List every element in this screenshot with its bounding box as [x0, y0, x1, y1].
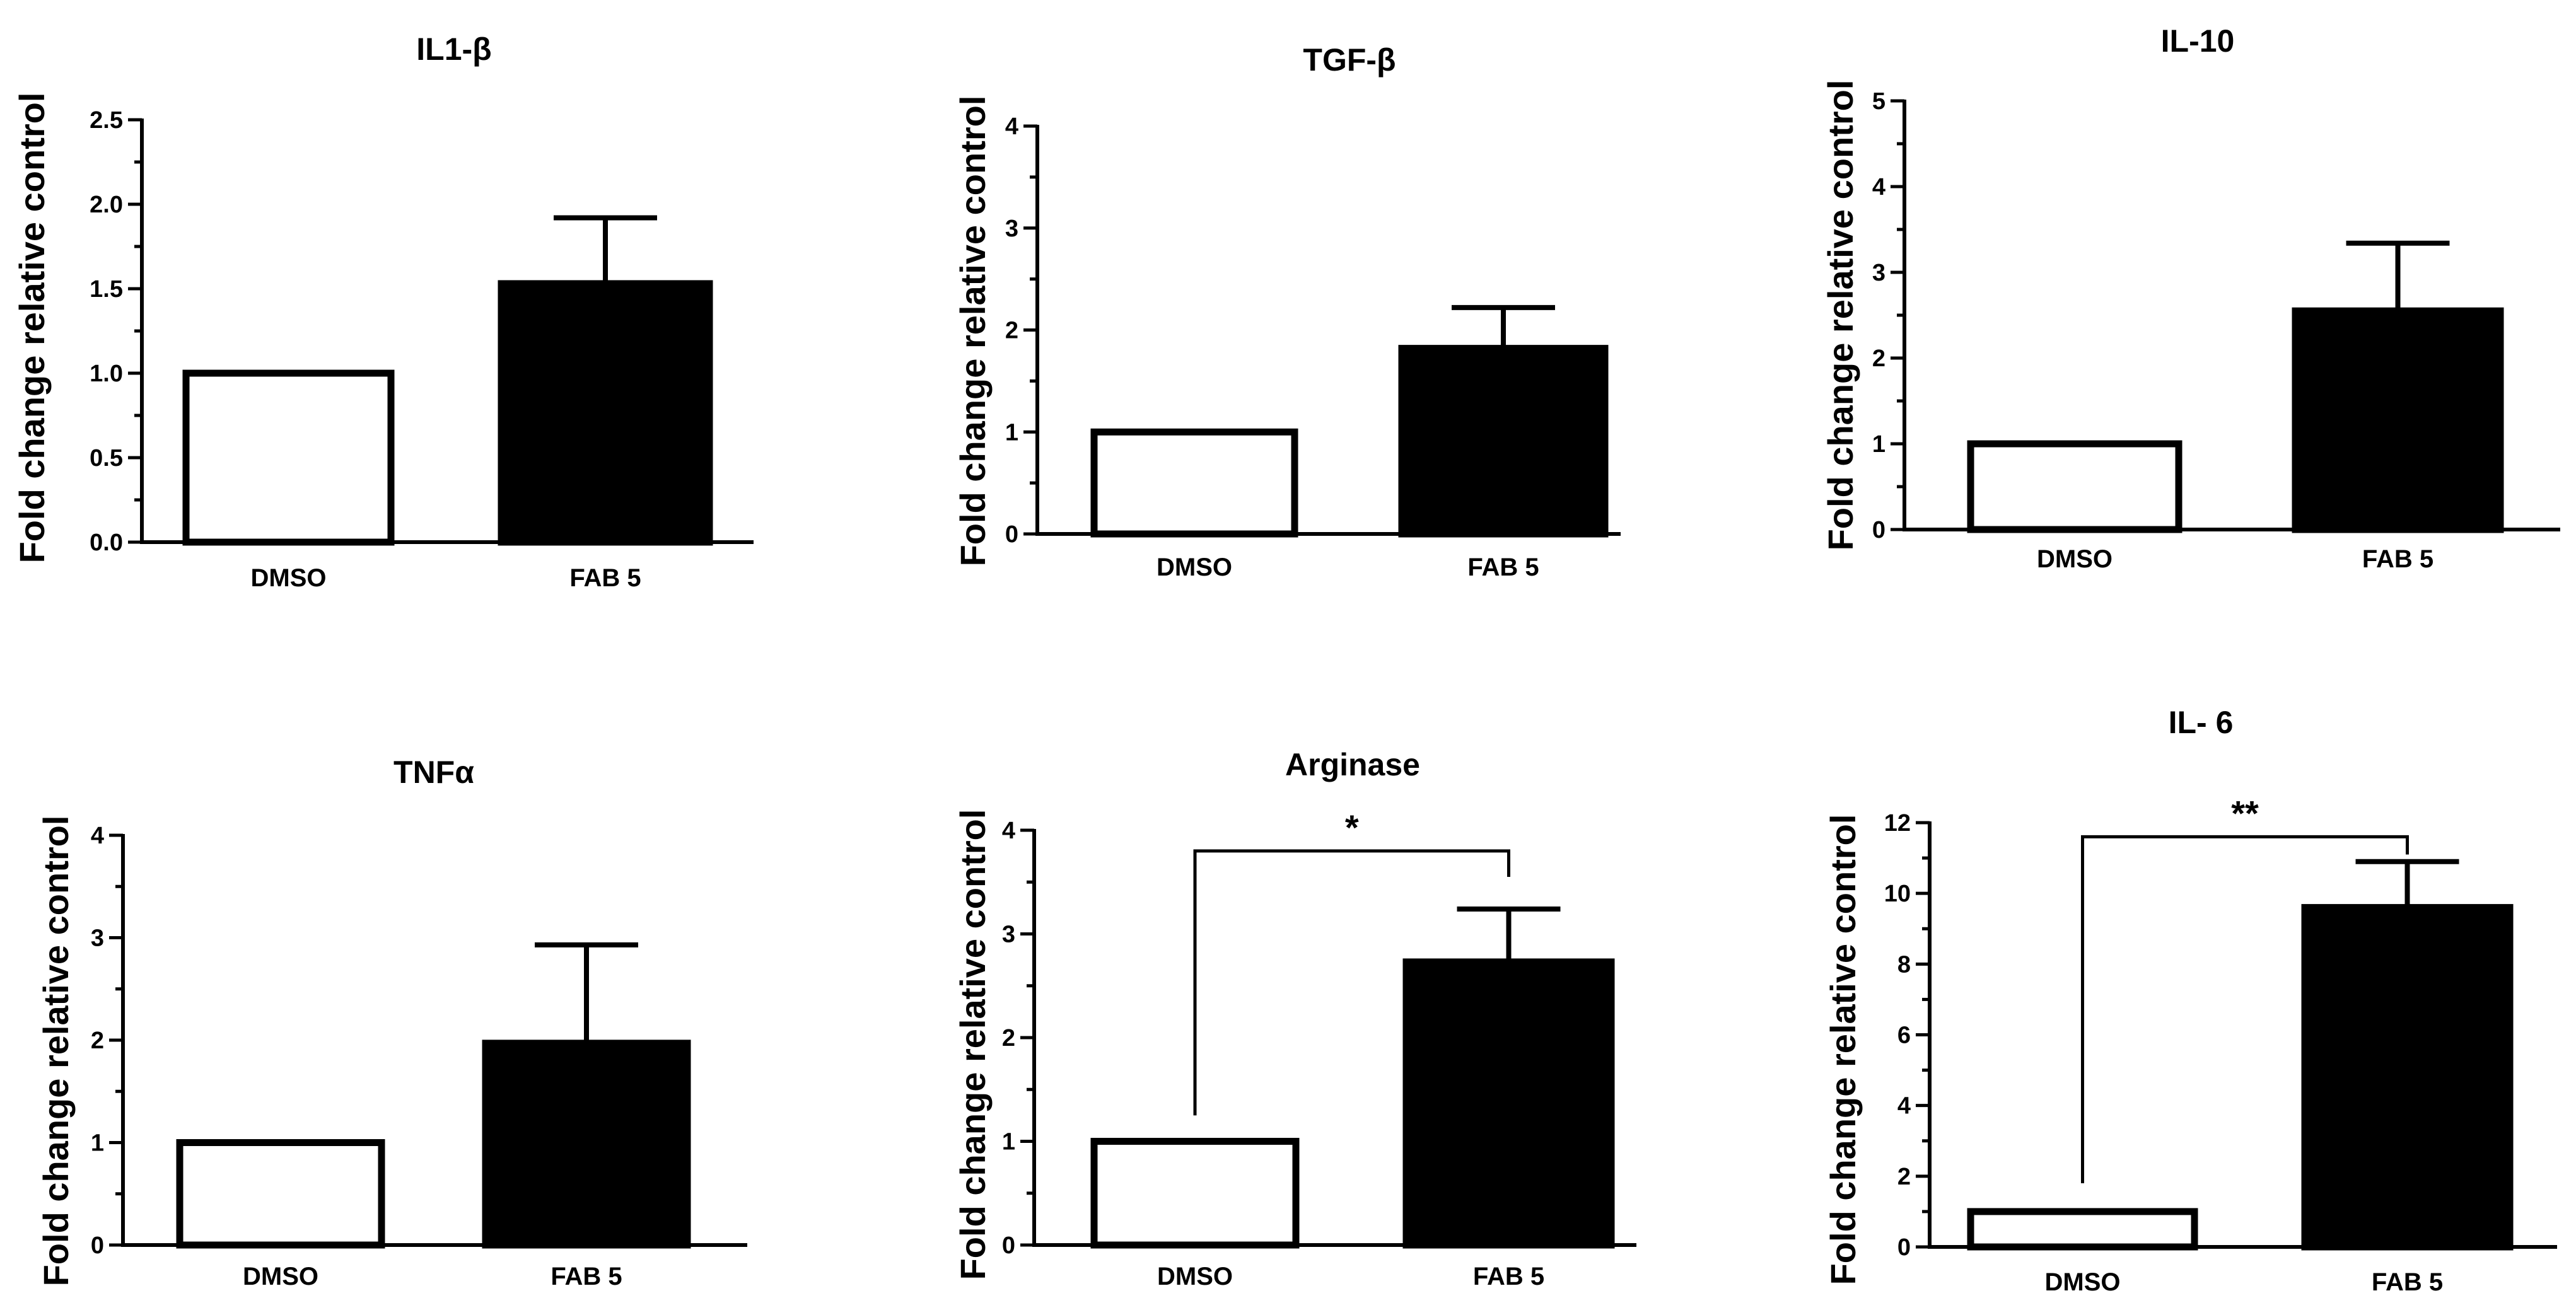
y-tick-label: 2.5 [90, 107, 123, 134]
y-tick-label: 1 [91, 1130, 104, 1157]
y-tick-label: 4 [91, 823, 104, 849]
il1-beta-panel: IL1-β Fold change relative control 0.00.… [12, 32, 754, 592]
plot-area: 0 1 2 3 4 5 DMSO FAB 5 [1872, 88, 2560, 573]
y-tick-label: 1 [1005, 419, 1018, 446]
chart-title: IL- 6 [2169, 705, 2234, 740]
bar-fab-5 [482, 1040, 691, 1249]
y-tick-label: 1.5 [90, 276, 123, 303]
y-tick-label: 0 [91, 1232, 104, 1259]
y-axis-label: Fold change relative control [953, 96, 993, 567]
chart-title: IL1-β [416, 32, 491, 67]
y-tick-label: 0 [1897, 1234, 1911, 1261]
chart-title: TNFα [393, 755, 474, 790]
x-category-label: DMSO [1157, 553, 1232, 581]
bar-fab-5 [2292, 307, 2504, 533]
y-tick-label: 0 [1005, 521, 1018, 548]
significance-label: * [1345, 808, 1359, 847]
chart-title: IL-10 [2161, 23, 2235, 59]
y-axis-label: Fold change relative control [1823, 814, 1863, 1285]
bar-dmso [1090, 428, 1298, 538]
y-tick-label: 0 [1002, 1232, 1015, 1259]
y-axis-label: Fold change relative control [953, 809, 993, 1280]
y-tick-label: 0.5 [90, 445, 123, 472]
bar-fab-5 [498, 280, 713, 546]
x-category-label: FAB 5 [1467, 553, 1539, 581]
y-tick-label: 2 [91, 1028, 104, 1054]
bar-dmso [1090, 1138, 1300, 1249]
y-tick-label: 3 [1872, 260, 1885, 286]
chart-title: Arginase [1285, 747, 1420, 782]
y-tick-label: 0.0 [90, 530, 123, 556]
y-tick-label: 4 [1872, 174, 1885, 200]
y-tick-label: 5 [1872, 88, 1885, 115]
y-tick-label: 3 [1005, 216, 1018, 242]
bar-dmso [1967, 440, 2183, 533]
x-category-label: DMSO [2045, 1268, 2121, 1296]
y-tick-label: 12 [1884, 810, 1911, 837]
bar-dmso [176, 1139, 385, 1249]
y-tick-label: 2 [1872, 345, 1885, 372]
y-axis-label: Fold change relative control [12, 93, 52, 564]
bar-dmso [182, 369, 395, 546]
y-tick-label: 4 [1002, 818, 1015, 844]
plot-area: 0 1 2 3 4 DMSO FAB 5 [91, 823, 747, 1290]
plot-area: 0 2 4 6 8 10 12 DMSO FAB 5 ** [1884, 793, 2557, 1296]
y-tick-label: 0 [1872, 517, 1885, 543]
il6-panel: IL- 6 Fold change relative control 0 2 4 6 8… [1823, 705, 2557, 1296]
y-tick-label: 8 [1897, 951, 1911, 978]
bar-fab-5 [2301, 904, 2514, 1251]
plot-area: 0.0 0.5 1.0 1.5 2.0 2.5 DMSO FAB 5 [90, 107, 754, 592]
bar-fab-5 [1402, 958, 1615, 1249]
bar-dmso [1967, 1208, 2198, 1251]
y-tick-label: 3 [1002, 922, 1015, 948]
plot-area: 0 1 2 3 4 DMSO FAB 5 * [1002, 808, 1636, 1290]
y-tick-label: 1 [1872, 431, 1885, 458]
x-category-label: FAB 5 [2362, 545, 2433, 573]
y-tick-label: 3 [91, 925, 104, 952]
y-axis-label: Fold change relative control [36, 816, 76, 1287]
x-category-label: DMSO [1157, 1263, 1233, 1290]
chart-title: TGF-β [1303, 42, 1396, 78]
y-tick-label: 2.0 [90, 192, 123, 218]
y-axis-label: Fold change relative control [1821, 80, 1860, 551]
x-category-label: FAB 5 [569, 564, 641, 592]
tgf-beta-panel: TGF-β Fold change relative control 0 1 2 3 4… [953, 42, 1621, 581]
bar-fab-5 [1398, 345, 1609, 538]
significance-label: ** [2231, 793, 2259, 833]
x-category-label: DMSO [251, 564, 327, 592]
y-tick-label: 10 [1884, 881, 1911, 907]
plot-area: 0 1 2 3 4 DMSO FAB 5 [1005, 113, 1621, 581]
y-tick-label: 4 [1897, 1093, 1911, 1120]
x-category-label: FAB 5 [2372, 1268, 2443, 1296]
tnf-alpha-panel: TNFα Fold change relative control 0 1 2 3 4 D… [36, 755, 747, 1290]
y-tick-label: 1.0 [90, 361, 123, 387]
significance-bracket [2081, 835, 2409, 1184]
il10-panel: IL-10 Fold change relative control 0 1 2 3 4… [1821, 23, 2560, 573]
x-category-label: DMSO [243, 1263, 318, 1290]
y-tick-label: 2 [1005, 318, 1018, 344]
arginase-panel: Arginase Fold change relative control 0 1… [953, 747, 1636, 1290]
x-category-label: FAB 5 [551, 1263, 622, 1290]
y-tick-label: 2 [1897, 1164, 1911, 1190]
x-category-label: DMSO [2037, 545, 2113, 573]
significance-bracket [1193, 849, 1510, 1116]
x-category-label: FAB 5 [1473, 1263, 1544, 1290]
y-tick-label: 4 [1005, 113, 1018, 140]
y-tick-label: 1 [1002, 1129, 1015, 1156]
y-tick-label: 6 [1897, 1022, 1911, 1049]
y-tick-label: 2 [1002, 1025, 1015, 1051]
